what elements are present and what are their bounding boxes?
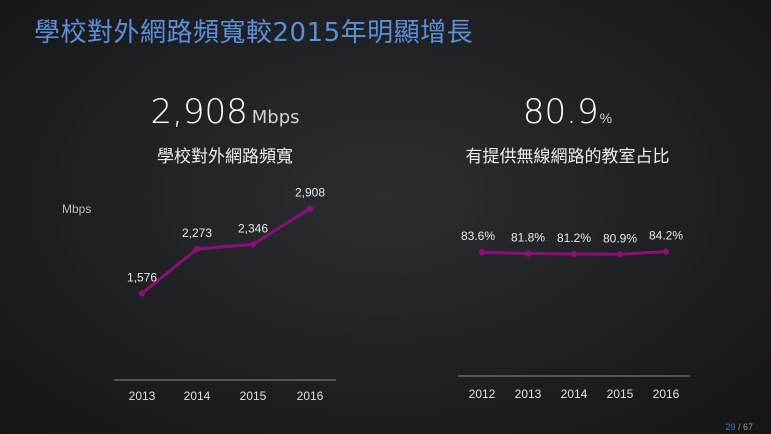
data-label: 80.9% [603,231,637,245]
data-label: 81.8% [511,231,545,245]
data-point [306,205,314,212]
kpi-wireless-label: 有提供無線網路的教室占比 [465,147,670,167]
x-tick-label: 2013 [515,387,542,401]
data-label: 2,908 [295,186,325,200]
data-point [193,245,201,253]
data-point [478,248,486,256]
data-point [616,251,624,258]
kpi-bandwidth-value: 2,908 [150,92,248,132]
x-tick-label: 2015 [240,389,267,403]
data-point [662,248,670,255]
data-point [524,250,532,257]
kpi-bandwidth-label: 學校對外網路頻寬 [157,147,293,167]
x-tick-label: 2013 [129,389,156,403]
x-tick-label: 2014 [184,389,211,403]
data-label: 81.2% [557,231,591,245]
x-tick-label: 2015 [607,387,634,401]
x-tick-label: 2016 [297,389,324,403]
data-label: 2,346 [238,221,268,235]
x-tick-label: 2014 [561,387,588,401]
data-point [138,290,146,297]
data-label: 2,273 [182,226,212,240]
wireless-chart: 83.6% 2012 81.8% 2013 81.2% 2014 80.9% 2015 84.2… [461,229,683,401]
data-point [249,241,257,248]
data-point [570,250,578,258]
bandwidth-unit-label: Mbps [62,202,91,216]
page-number: 29 / 67 [725,422,753,432]
kpi-bandwidth: 2,908 Mbps 學校對外網路頻寬 [120,92,330,167]
page-current: 29 [725,422,736,432]
page-total: 67 [742,422,753,432]
page-separator: / [735,422,743,432]
kpi-wireless-unit: % [599,110,613,126]
kpi-wireless-value: 80.9 [522,92,599,132]
bandwidth-chart: 1,576 2013 2,273 2014 2,346 2015 2,908 2016 [127,186,325,403]
kpi-bandwidth-unit: Mbps [251,107,300,128]
series-line [140,207,312,295]
data-label: 84.2% [649,229,683,243]
data-label: 1,576 [127,270,157,284]
slide-title: 學校對外網路頻寬較2015年明顯增長 [34,18,474,48]
kpi-wireless: 80.9% 有提供無線網路的教室占比 [440,92,695,167]
x-tick-label: 2016 [653,387,680,401]
x-tick-label: 2012 [469,387,496,401]
data-label: 83.6% [461,229,495,243]
